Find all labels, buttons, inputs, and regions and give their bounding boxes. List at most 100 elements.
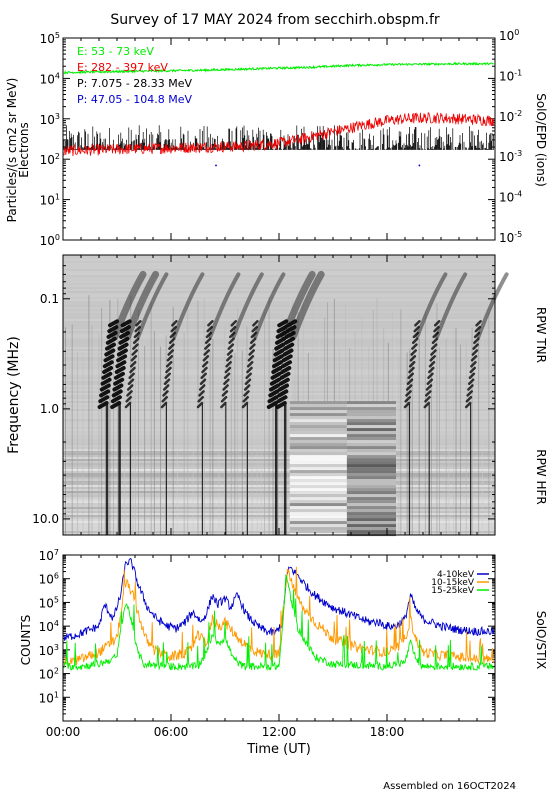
rpw-frequency-band — [63, 475, 495, 477]
rpw-burst-upper — [415, 272, 448, 339]
rpw-gap-fill-left — [289, 449, 347, 453]
rpw-frequency-band — [63, 507, 495, 509]
rpw-gap-fill-left — [289, 434, 347, 438]
rpw-frequency-band — [63, 309, 495, 311]
epd-right-tick-label: 100 — [499, 28, 519, 43]
rpw-frequency-band — [63, 307, 495, 309]
rpw-gap-fill-right — [346, 521, 396, 525]
rpw-frequency-band — [63, 501, 495, 503]
rpw-frequency-band — [63, 445, 495, 447]
stix-series-group — [63, 557, 495, 672]
rpw-frequency-band — [63, 273, 495, 275]
rpw-tick-label: 10.0 — [32, 512, 59, 526]
rpw-striation — [491, 324, 493, 535]
epd-tick-label: 104 — [40, 71, 60, 86]
rpw-frequency-band — [63, 349, 495, 351]
stix-tick-label: 104 — [39, 619, 59, 634]
rpw-gap-fill-right — [346, 476, 396, 480]
rpw-frequency-band — [63, 483, 495, 485]
rpw-gap-fill-left — [289, 500, 347, 504]
rpw-frequency-band — [63, 511, 495, 513]
rpw-striation — [104, 349, 106, 535]
rpw-gap-fill-right — [346, 416, 396, 420]
rpw-gap-fill-right — [346, 515, 396, 519]
rpw-gap-fill-right — [346, 422, 396, 426]
rpw-gap-fill-left — [289, 479, 347, 483]
rpw-gap-fill-left — [289, 440, 347, 444]
rpw-frequency-band — [63, 397, 495, 399]
epd-legend: E: 53 - 73 keV E: 282 - 397 keV P: 7.075 -… — [77, 45, 193, 106]
rpw-frequency-band — [63, 495, 495, 497]
rpw-spectrogram-image — [63, 255, 509, 537]
rpw-gap-fill-right — [346, 482, 396, 486]
rpw-frequency-band — [63, 503, 495, 505]
rpw-striation — [209, 348, 211, 535]
rpw-frequency-band — [63, 499, 495, 501]
rpw-gap-fill-left — [289, 413, 347, 417]
rpw-burst-core — [196, 320, 214, 409]
rpw-gap-fill-left — [289, 506, 347, 510]
rpw-gap-fill-right — [346, 401, 396, 405]
rpw-burst-upper — [172, 272, 205, 339]
rpw-striation — [144, 345, 146, 535]
rpw-frequency-band — [63, 275, 495, 277]
rpw-frequency-band — [63, 489, 495, 491]
stix-series-10-15kev — [63, 566, 495, 666]
rpw-frequency-band — [63, 461, 495, 463]
rpw-striation — [281, 341, 283, 535]
rpw-frequency-band — [63, 265, 495, 267]
rpw-gap-fill-left — [289, 437, 347, 441]
epd-right-tick-label: 10-3 — [499, 149, 522, 164]
rpw-burst-upper — [111, 270, 147, 340]
rpw-gap-fill-left — [289, 485, 347, 489]
stix-tick-label: 107 — [39, 548, 59, 563]
rpw-gap-fill-left — [289, 530, 347, 534]
rpw-frequency-band — [63, 301, 495, 303]
rpw-burst-core — [423, 320, 441, 409]
rpw-gap-fill-right — [346, 503, 396, 507]
rpw-striation — [237, 308, 239, 535]
rpw-frequency-band — [63, 513, 495, 515]
rpw-striation — [132, 354, 134, 535]
rpw-striation — [150, 302, 152, 535]
rpw-striation — [65, 327, 66, 535]
rpw-striation — [438, 347, 440, 535]
rpw-gap-fill-left — [289, 464, 347, 468]
rpw-striation — [448, 353, 450, 535]
rpw-striation — [241, 350, 243, 535]
epd-tick-label: 103 — [40, 112, 60, 127]
rpw-striation — [82, 354, 84, 535]
rpw-frequency-band — [63, 429, 495, 431]
rpw-frequency-band — [63, 451, 495, 453]
rpw-gap-fill-left — [289, 446, 347, 450]
rpw-frequency-band — [63, 413, 495, 415]
rpw-gap-fill-left — [289, 512, 347, 516]
stix-tick-label: 105 — [39, 595, 59, 610]
rpw-striation — [203, 298, 205, 535]
rpw-frequency-band — [63, 403, 495, 405]
stix-panel: 101 102 103 104 105 106 107 00:00 06:00 12:00 18:0… — [19, 548, 548, 757]
rpw-striation — [124, 320, 126, 535]
rpw-frequency-band — [63, 509, 495, 511]
rpw-gap-fill-right — [346, 518, 396, 522]
rpw-striation — [117, 299, 119, 535]
rpw-frequency-band — [63, 481, 495, 483]
rpw-frequency-band — [63, 469, 495, 471]
rpw-striation — [277, 334, 279, 535]
rpw-striation — [411, 352, 413, 535]
rpw-striation — [465, 342, 467, 535]
rpw-burst-upper — [208, 272, 241, 339]
rpw-striation — [183, 332, 185, 535]
rpw-gap-fill-left — [289, 419, 347, 423]
rpw-frequency-band — [63, 409, 495, 411]
rpw-striation — [453, 328, 455, 535]
rpw-gap-fill-left — [289, 467, 347, 471]
rpw-burst-core — [275, 319, 298, 409]
rpw-gap-fill-right — [346, 527, 396, 531]
rpw-gap-fill-right — [346, 437, 396, 441]
rpw-frequency-band — [63, 517, 495, 519]
rpw-gap-fill-left — [289, 494, 347, 498]
rpw-striation — [113, 352, 115, 535]
